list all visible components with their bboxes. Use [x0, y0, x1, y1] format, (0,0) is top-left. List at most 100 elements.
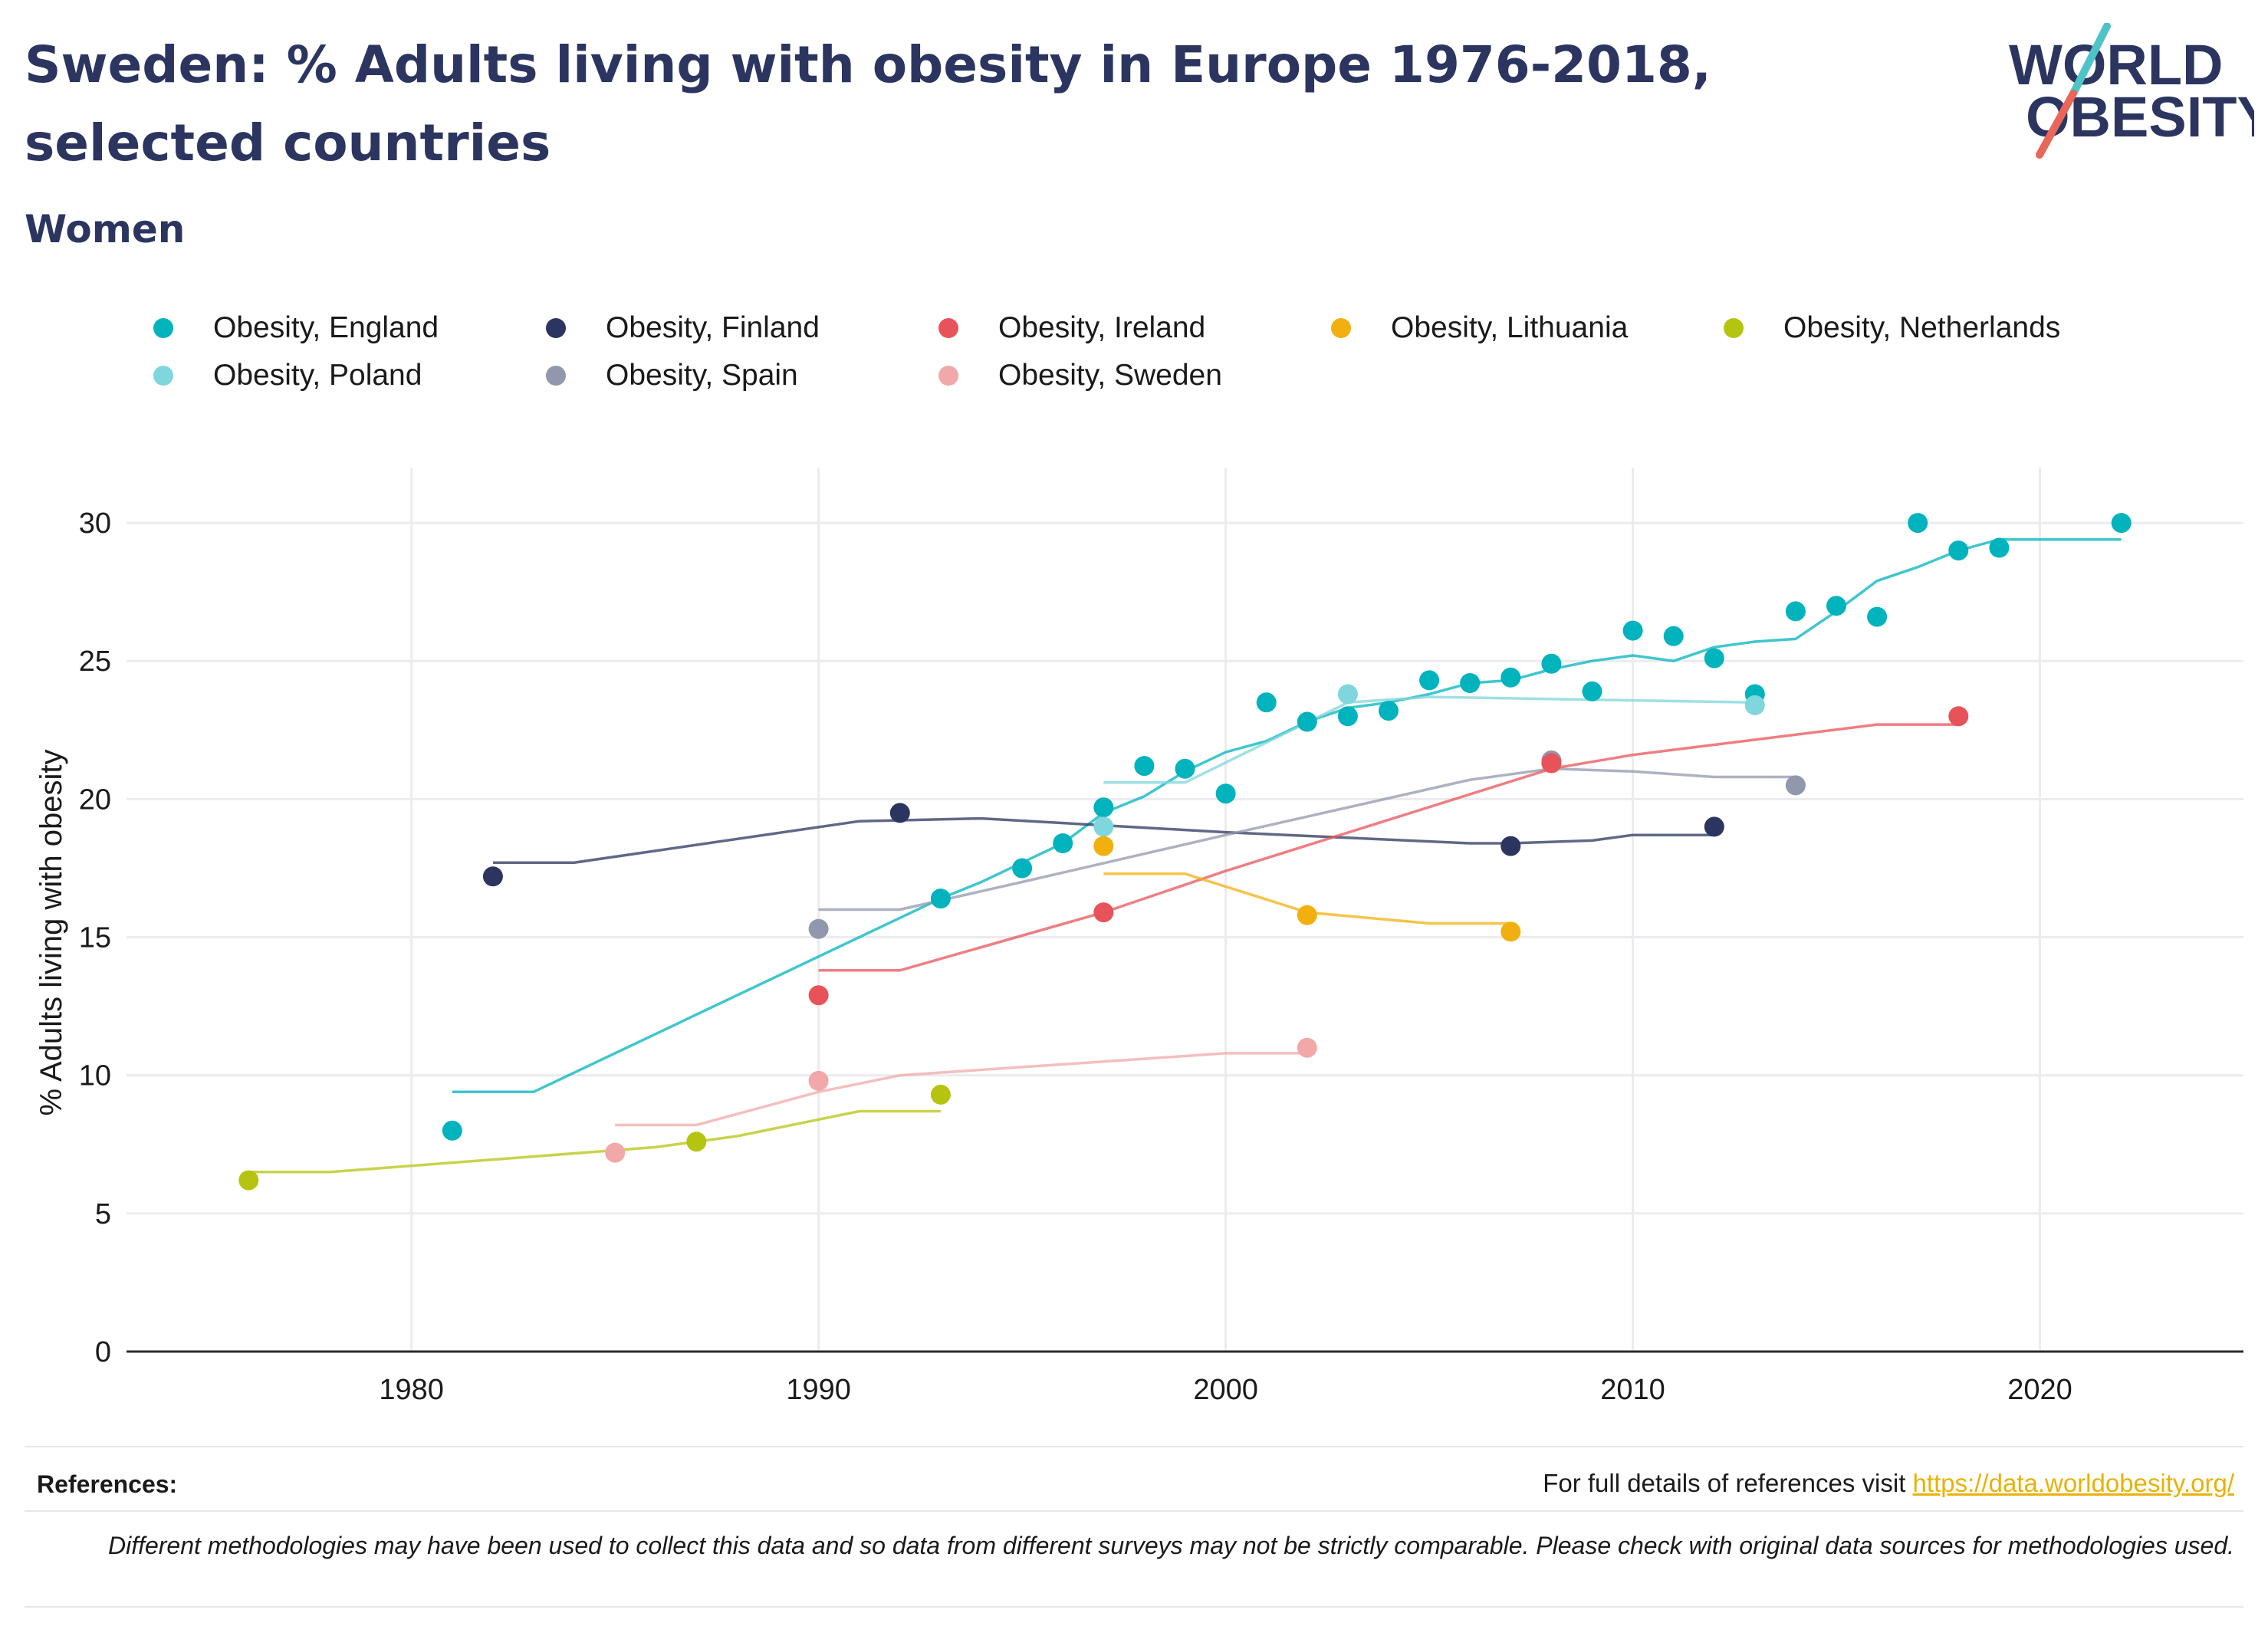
legend-item-obesity-ireland[interactable]: Obesity, Ireland: [938, 305, 1205, 351]
legend-item-obesity-sweden[interactable]: Obesity, Sweden: [938, 353, 1222, 399]
data-point: [930, 1084, 951, 1105]
data-point: [1908, 513, 1928, 534]
data-point: [1093, 836, 1114, 856]
data-point: [1012, 858, 1033, 879]
data-point: [1500, 667, 1521, 688]
legend-item-obesity-england[interactable]: Obesity, England: [153, 305, 439, 351]
data-point: [889, 803, 910, 823]
data-point: [1582, 681, 1602, 701]
trend-line: [818, 723, 1959, 972]
x-tick-label: 1980: [379, 1374, 444, 1406]
data-point: [1500, 836, 1521, 856]
legend-item-obesity-spain[interactable]: Obesity, Spain: [546, 353, 798, 399]
data-point: [1948, 706, 1969, 727]
legend-label: Obesity, Poland: [213, 359, 422, 392]
legend-label: Obesity, Netherlands: [1783, 311, 2061, 344]
legend-item-obesity-lithuania[interactable]: Obesity, Lithuania: [1331, 305, 1628, 351]
data-point: [1256, 692, 1277, 713]
trend-line: [248, 1109, 941, 1174]
legend-label: Obesity, Finland: [606, 311, 820, 344]
y-tick-label: 0: [95, 1336, 111, 1368]
logo-slash-red: [2036, 90, 2077, 159]
data-point: [808, 1070, 829, 1091]
legend-marker: [153, 366, 173, 386]
legend-label: Obesity, Lithuania: [1391, 311, 1629, 344]
trend-line: [615, 1052, 1307, 1127]
data-point: [1297, 905, 1317, 925]
disclaimer-text: Different methodologies may have been us…: [107, 1532, 2234, 1559]
data-point: [1053, 833, 1073, 853]
footer-divider-top: [25, 1446, 2243, 1447]
data-point: [1704, 648, 1724, 668]
page-title: Sweden: % Adults living with obesity in …: [25, 35, 1711, 172]
legend-item-obesity-finland[interactable]: Obesity, Finland: [546, 305, 820, 351]
world-obesity-logo[interactable]: WORLD OBESITY: [1994, 22, 2268, 161]
legend-label: Obesity, Spain: [606, 359, 798, 392]
y-tick-label: 5: [95, 1198, 111, 1230]
y-tick-label: 10: [79, 1060, 111, 1092]
data-point: [1379, 701, 1399, 721]
data-point: [808, 918, 829, 939]
data-point: [1785, 601, 1806, 622]
references-link[interactable]: https://data.worldobesity.org/: [1912, 1469, 2234, 1497]
legend-marker: [153, 318, 173, 338]
data-point: [1419, 670, 1440, 691]
y-tick-label: 30: [79, 508, 111, 540]
logo-line1: WORLD: [2009, 33, 2224, 97]
chart-subtitle: Women: [25, 207, 186, 251]
data-point: [1785, 775, 1806, 796]
legend-marker: [1724, 318, 1744, 338]
data-point: [686, 1132, 707, 1152]
trend-line: [492, 816, 1714, 864]
data-point: [1093, 816, 1114, 837]
data-point: [2111, 513, 2132, 534]
data-point: [1215, 783, 1236, 804]
data-point: [1663, 626, 1684, 646]
data-point: [1541, 753, 1562, 774]
references-prefix: For full details of references visit: [1543, 1469, 1913, 1497]
references-text: For full details of references visit htt…: [1543, 1469, 2234, 1498]
data-point: [1744, 695, 1765, 715]
x-tick-label: 2020: [2007, 1374, 2072, 1406]
data-point: [1704, 816, 1724, 837]
data-point: [1297, 711, 1317, 732]
legend-label: Obesity, Ireland: [998, 311, 1206, 344]
data-point: [1134, 756, 1155, 777]
y-tick-label: 25: [79, 645, 111, 678]
data-point: [1093, 902, 1114, 923]
legend-marker: [546, 318, 566, 338]
data-point: [605, 1142, 626, 1163]
data-point: [442, 1120, 462, 1141]
x-tick-label: 2010: [1600, 1374, 1665, 1406]
legend-item-obesity-poland[interactable]: Obesity, Poland: [153, 353, 422, 399]
trend-line: [1103, 695, 1755, 784]
data-point: [1093, 797, 1114, 818]
y-axis-label: % Adults living with obesity: [35, 749, 68, 1115]
logo-line2: OBESITY: [2026, 85, 2254, 149]
data-point: [1989, 537, 2010, 558]
legend-marker: [938, 318, 958, 338]
references-label: References:: [37, 1470, 178, 1498]
data-point: [1622, 620, 1643, 641]
data-point: [1500, 921, 1521, 942]
x-tick-label: 1990: [786, 1374, 851, 1406]
footer-divider-bottom: [25, 1606, 2243, 1608]
chart-legend: Obesity, England Obesity, Finland Obesity,…: [153, 305, 2224, 412]
legend-label: Obesity, England: [213, 311, 439, 344]
data-point: [1175, 758, 1195, 779]
legend-marker: [1331, 318, 1351, 338]
data-point: [238, 1170, 259, 1191]
data-point: [1460, 673, 1481, 693]
data-point: [1867, 606, 1888, 627]
data-point: [1337, 684, 1358, 705]
legend-marker: [938, 366, 958, 386]
chart-plot: 1980 1990 2000 2010 2020 0 5 10 15 20 25 30 % Adults…: [35, 468, 2243, 1406]
data-point: [1337, 706, 1358, 727]
data-point: [1297, 1037, 1317, 1058]
x-tick-label: 2000: [1193, 1374, 1258, 1406]
data-point: [1948, 540, 1969, 561]
y-tick-label: 20: [79, 783, 111, 816]
data-point: [1826, 596, 1846, 616]
legend-item-obesity-netherlands[interactable]: Obesity, Netherlands: [1724, 305, 2060, 351]
legend-marker: [546, 366, 566, 386]
